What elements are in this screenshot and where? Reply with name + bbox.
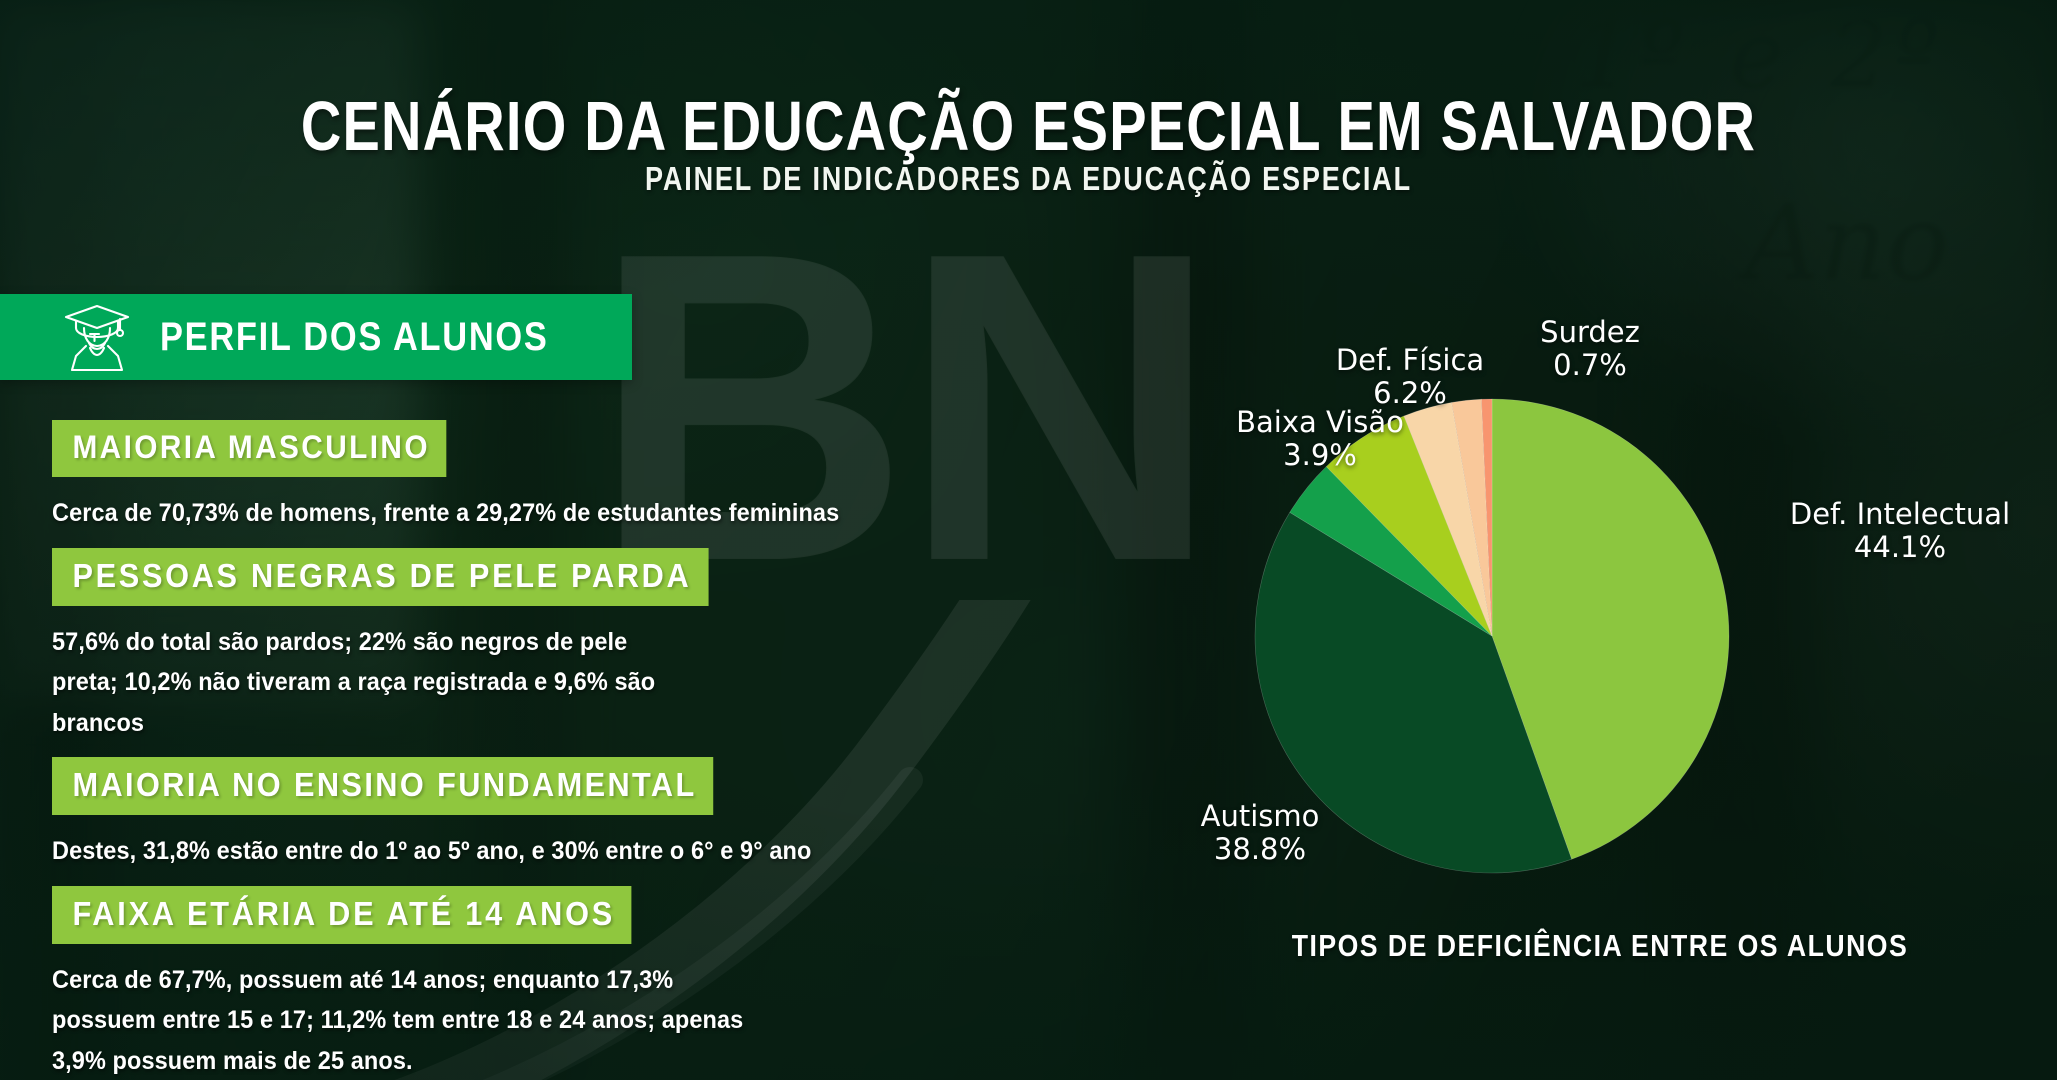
pie-slice — [1491, 398, 1730, 860]
fact-text: Destes, 31,8% estão entre do 1º ao 5º an… — [52, 837, 812, 865]
pie-label-surdez: Surdez 0.7% — [1540, 315, 1640, 383]
pie-chart: Baixa Visão 3.9% Def. Física 6.2% Surdez… — [1150, 220, 2050, 1020]
fact-text: Cerca de 70,73% de homens, frente a 29,2… — [52, 499, 840, 527]
section-header-perfil-dos-alunos: PERFIL DOS ALUNOS — [0, 294, 632, 380]
pie-label-def-intelectual: Def. Intelectual 44.1% — [1789, 497, 2011, 565]
facts-list: MAIORIA MASCULINO Cerca de 70,73% de hom… — [0, 420, 1010, 1080]
graduation-cap-student-icon — [60, 300, 134, 374]
pie-slice — [1451, 398, 1493, 637]
page-title: CENÁRIO DA EDUCAÇÃO ESPECIAL EM SALVADOR — [300, 87, 1757, 165]
fact-item: FAIXA ETÁRIA DE ATÉ 14 ANOS Cerca de 67,… — [0, 885, 1010, 1080]
fact-text: 57,6% do total são pardos; 22% são negro… — [52, 627, 656, 737]
fact-chip: FAIXA ETÁRIA DE ATÉ 14 ANOS — [52, 885, 632, 944]
fact-chip: MAIORIA NO ENSINO FUNDAMENTAL — [52, 757, 714, 815]
pie-label-baixa-visao: Baixa Visão 3.9% — [1236, 405, 1404, 473]
fact-item: MAIORIA NO ENSINO FUNDAMENTAL Destes, 31… — [0, 757, 1010, 872]
pie-label-def-fisica: Def. Física 6.2% — [1335, 343, 1485, 411]
fact-chip: PESSOAS NEGRAS DE PELE PARDA — [52, 547, 709, 606]
pie-chart-wrap — [1150, 220, 2050, 1020]
section-header-label: PERFIL DOS ALUNOS — [160, 314, 549, 359]
fact-chip: MAIORIA MASCULINO — [52, 420, 447, 477]
pie-chart-svg — [1254, 398, 1730, 874]
pie-slice — [1325, 415, 1493, 637]
chart-caption: TIPOS DE DEFICIÊNCIA ENTRE OS ALUNOS — [1291, 928, 1909, 963]
pie-slice — [1254, 511, 1573, 874]
page-subtitle: PAINEL DE INDICADORES DA EDUCAÇÃO ESPECI… — [645, 160, 1412, 197]
pie-slice — [1403, 402, 1493, 637]
fact-text: Cerca de 67,7%, possuem até 14 anos; enq… — [52, 965, 744, 1075]
pie-label-autismo: Autismo 38.8% — [1200, 799, 1320, 867]
pie-slice — [1481, 398, 1493, 637]
fact-item: MAIORIA MASCULINO Cerca de 70,73% de hom… — [0, 420, 1010, 534]
pie-slice — [1289, 466, 1493, 637]
fact-item: PESSOAS NEGRAS DE PELE PARDA 57,6% do to… — [0, 547, 1010, 744]
